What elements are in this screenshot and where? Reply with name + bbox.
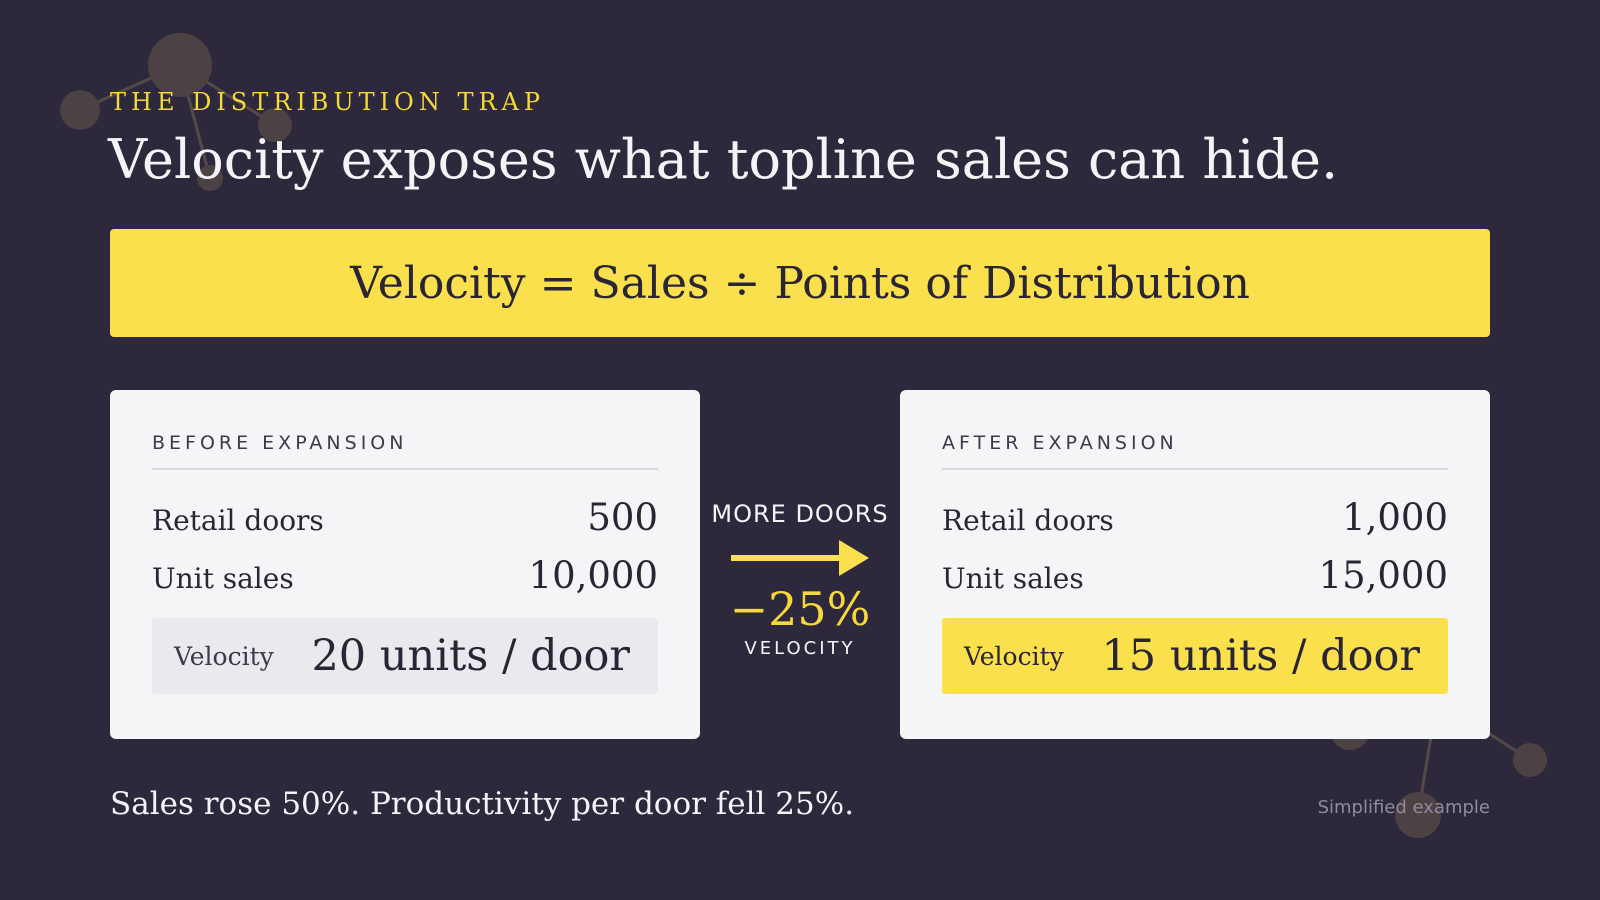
row-value: 10,000 bbox=[528, 554, 658, 597]
unit-sales-row: Unit sales 10,000 bbox=[152, 554, 658, 597]
velocity-value: 20 units / door bbox=[311, 631, 630, 681]
velocity-change-label: VELOCITY bbox=[744, 638, 856, 659]
footnote: Simplified example bbox=[1317, 797, 1490, 818]
unit-sales-row: Unit sales 15,000 bbox=[942, 554, 1448, 597]
more-doors-label: MORE DOORS bbox=[711, 500, 889, 528]
row-value: 500 bbox=[587, 496, 658, 539]
divider bbox=[942, 468, 1448, 470]
summary-text: Sales rose 50%. Productivity per door fe… bbox=[110, 786, 855, 822]
eyebrow-label: THE DISTRIBUTION TRAP bbox=[110, 88, 546, 116]
formula-banner: Velocity = Sales ÷ Points of Distributio… bbox=[110, 229, 1490, 337]
velocity-box-highlight: Velocity 15 units / door bbox=[942, 618, 1448, 694]
velocity-change-value: −25% bbox=[729, 582, 871, 636]
page-title: Velocity exposes what topline sales can … bbox=[108, 128, 1339, 191]
card-title: AFTER EXPANSION bbox=[942, 432, 1178, 454]
velocity-label: Velocity bbox=[964, 641, 1064, 671]
velocity-label: Velocity bbox=[174, 641, 274, 671]
transition-indicator: MORE DOORS −25% VELOCITY bbox=[700, 500, 900, 659]
retail-doors-row: Retail doors 1,000 bbox=[942, 496, 1448, 539]
row-value: 15,000 bbox=[1318, 554, 1448, 597]
velocity-box: Velocity 20 units / door bbox=[152, 618, 658, 694]
row-label: Retail doors bbox=[152, 504, 324, 537]
arrow-right-icon bbox=[731, 540, 869, 576]
retail-doors-row: Retail doors 500 bbox=[152, 496, 658, 539]
velocity-value: 15 units / door bbox=[1101, 631, 1420, 681]
row-value: 1,000 bbox=[1342, 496, 1448, 539]
divider bbox=[152, 468, 658, 470]
row-label: Unit sales bbox=[152, 562, 294, 595]
after-expansion-card: AFTER EXPANSION Retail doors 1,000 Unit … bbox=[900, 390, 1490, 739]
row-label: Retail doors bbox=[942, 504, 1114, 537]
row-label: Unit sales bbox=[942, 562, 1084, 595]
before-expansion-card: BEFORE EXPANSION Retail doors 500 Unit s… bbox=[110, 390, 700, 739]
card-title: BEFORE EXPANSION bbox=[152, 432, 408, 454]
formula-text: Velocity = Sales ÷ Points of Distributio… bbox=[350, 257, 1250, 309]
